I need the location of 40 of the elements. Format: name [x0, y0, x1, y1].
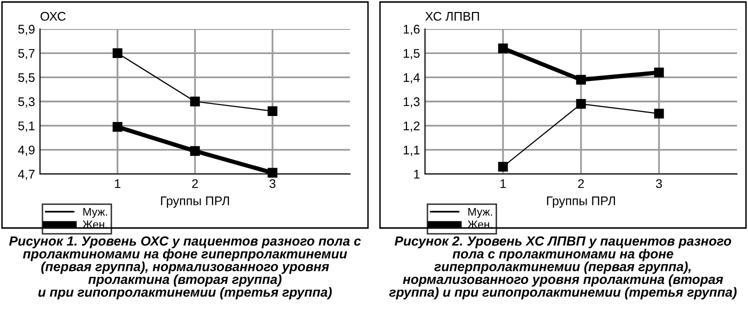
legend-label: Муж.: [468, 208, 492, 218]
text: Рисунок 1. Уровень ОХС у пациентов разного пола с пролактиномами на фоне гиперпролактинемии (первая группа), нормализованного уровня пролактина (вторая группа) и при гипопролактинемии (третья группа): [9, 236, 361, 300]
x-tick-label: 1: [500, 179, 506, 188]
y-axis-title: ХС ЛПВП: [425, 12, 479, 21]
text: Рисунок 2. Уровень ХС ЛПВП у пациентов разного пола с пролактиномами на фоне гиперпролактинемии (первая группа), нормализованного уровня пролактина (вторая группа) и при гипопролактинемии (третья группа): [389, 236, 737, 300]
point: [268, 168, 278, 178]
point: [576, 74, 586, 85]
y-tick-label: 1,6: [404, 24, 420, 36]
point: [190, 146, 200, 156]
y-tick-label: 5,7: [18, 49, 35, 60]
point: [112, 122, 122, 132]
x-tick-label: 3: [270, 179, 276, 188]
y-axis-title: ОХС: [40, 12, 66, 21]
y-tick-label: 1,4: [404, 73, 420, 84]
y-tick-label: 1,1: [404, 146, 420, 156]
y-tick-label: 5,3: [18, 97, 35, 108]
y-tick-label: 5,5: [18, 73, 35, 84]
point: [112, 48, 122, 58]
y-tick-label: 1,2: [404, 121, 420, 132]
y-tick-label: 4,9: [18, 146, 35, 156]
y-tick-label: 4,7: [18, 170, 35, 180]
point: [498, 43, 508, 54]
x-tick-label: 2: [578, 179, 584, 188]
y-tick-label: 5,1: [18, 122, 35, 132]
x-axis-title: Группы ПРЛ: [547, 196, 615, 208]
x-axis-title: Группы ПРЛ: [161, 196, 229, 208]
y-tick-label: 1,5: [404, 49, 420, 60]
y-tick-label: 1,3: [404, 97, 420, 108]
point: [654, 68, 664, 78]
y-tick-label: 5,9: [18, 24, 35, 36]
x-tick-label: 1: [114, 179, 120, 188]
x-tick-label: 2: [192, 179, 198, 188]
point: [576, 99, 586, 109]
point: [268, 106, 278, 116]
point: [498, 162, 508, 172]
point: [654, 108, 664, 118]
legend-label: Муж.: [83, 208, 108, 218]
x-tick-label: 3: [656, 179, 662, 188]
y-tick-label: 1: [414, 170, 420, 179]
point: [190, 96, 200, 106]
